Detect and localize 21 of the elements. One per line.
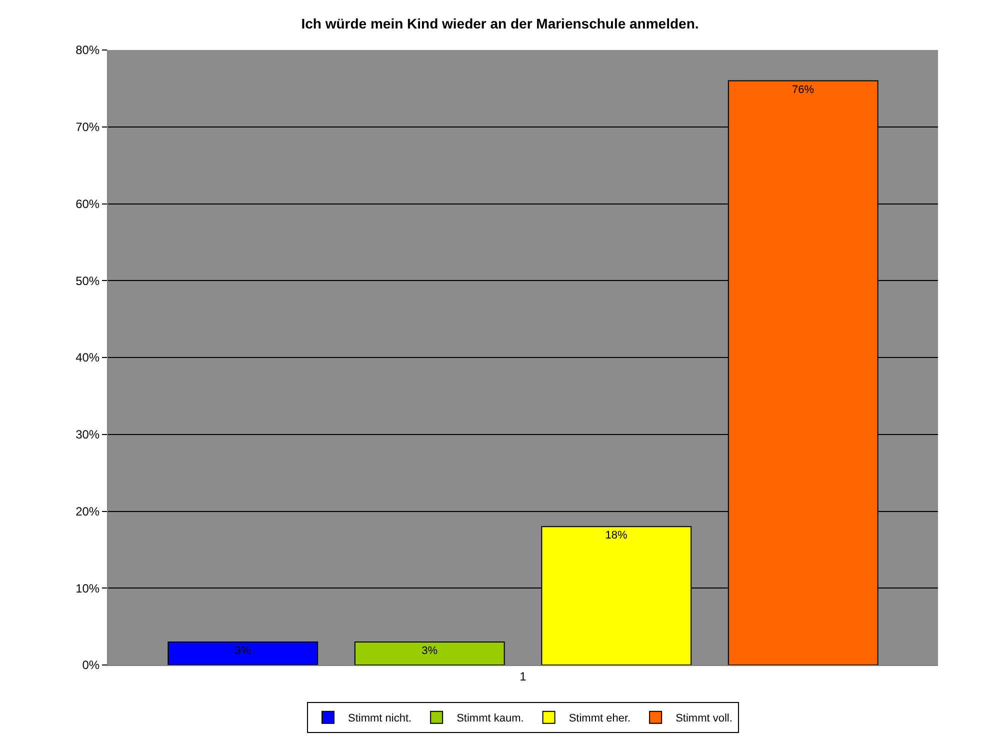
y-tick-label: 20% (76, 504, 100, 518)
y-tick-label: 60% (76, 196, 100, 211)
data-label: 3% (422, 644, 438, 657)
y-tick-label: 0% (82, 658, 100, 672)
legend-label: Stimmt eher. (568, 712, 631, 725)
x-tick-label: 1 (520, 669, 527, 684)
y-tick-label: 70% (76, 120, 100, 134)
y-tick-label: 30% (76, 428, 100, 442)
y-tick-label: 50% (76, 274, 100, 288)
bar (168, 641, 318, 665)
y-tick-label: 80% (76, 43, 100, 58)
legend-label: Stimmt kaum. (456, 712, 524, 725)
data-label: 76% (792, 84, 814, 96)
legend-label: Stimmt voll. (676, 712, 732, 725)
y-tick-label: 10% (76, 581, 100, 596)
y-tick-label: 40% (76, 350, 100, 365)
data-label: 3% (234, 644, 251, 657)
legend-label: Stimmt nicht. (348, 712, 412, 725)
chart-title: Ich würde mein Kind wieder an der Marienschule anmelden. (301, 16, 699, 32)
data-label: 18% (605, 530, 628, 542)
bar (354, 641, 505, 665)
